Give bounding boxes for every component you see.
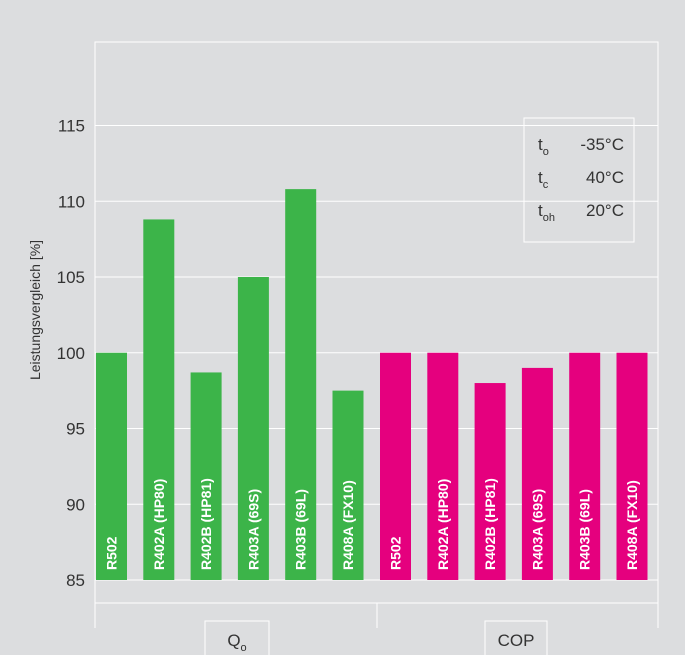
legend-symbol: toh: [538, 201, 555, 224]
bar: [616, 352, 648, 580]
bar: [474, 383, 506, 580]
legend-value: 40°C: [586, 168, 624, 187]
y-tick-label: 105: [57, 268, 85, 287]
legend: to -35°C tc 40°C toh 20°C: [523, 117, 635, 243]
bar: [143, 219, 175, 580]
bar-label: R403A (69S): [245, 489, 261, 570]
legend-symbol: to: [538, 135, 549, 158]
bar: [427, 352, 459, 580]
bar-label: R402B (HP81): [482, 478, 498, 570]
y-tick-label: 85: [66, 571, 85, 590]
bar-label: R408A (FX10): [340, 480, 356, 570]
y-tick-label: 110: [58, 192, 85, 211]
group-label: COP: [498, 631, 535, 650]
group-label: Qo: [227, 631, 246, 654]
legend-value: 20°C: [586, 201, 624, 220]
bar: [332, 390, 364, 580]
legend-box: [523, 117, 635, 243]
bar: [237, 277, 269, 580]
bar-label: R408A (FX10): [624, 480, 640, 570]
group-label-box: [484, 620, 548, 655]
bar-label: R403A (69S): [529, 489, 545, 570]
bars: R502 R402A (HP80) R402B (HP81) R403A (69S) R…: [96, 189, 648, 580]
bar: [285, 189, 317, 580]
group-label-box: [204, 620, 270, 655]
legend-symbol: tc: [538, 168, 549, 191]
bar: [96, 352, 127, 580]
bar-label: R402B (HP81): [198, 478, 214, 570]
y-tick-label: 90: [66, 495, 85, 514]
y-tick-label: 100: [57, 344, 85, 363]
y-tick-label: 115: [58, 117, 85, 136]
bar: [190, 372, 222, 580]
bar-label: R502: [104, 536, 120, 570]
plot-frame: [94, 41, 659, 628]
gridlines: [95, 125, 658, 581]
y-tick-label: 95: [66, 420, 85, 439]
bar: [569, 352, 601, 580]
bar-label: R403B (69L): [293, 489, 309, 570]
bar: [380, 352, 411, 580]
bar: [521, 367, 553, 580]
group-labels: Qo COP: [204, 620, 548, 655]
y-axis-ticks: 85 90 95 100 105 110 115: [57, 117, 85, 591]
bar-label: R402A (HP80): [151, 479, 167, 570]
bar-label: R402A (HP80): [435, 479, 451, 570]
bar-label: R403B (69L): [577, 489, 593, 570]
legend-value: -35°C: [580, 135, 624, 154]
y-axis-title: Leistungsvergleich [%]: [27, 240, 43, 380]
bar-label: R502: [388, 536, 404, 570]
